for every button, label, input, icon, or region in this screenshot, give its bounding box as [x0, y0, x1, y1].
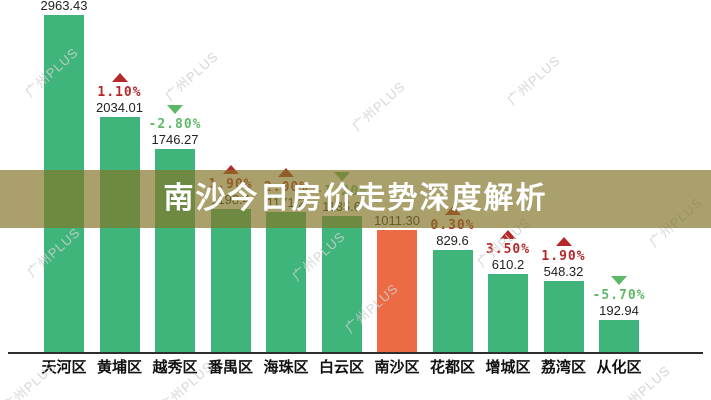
bar	[321, 216, 362, 352]
x-axis-label: 南沙区	[374, 359, 420, 376]
x-axis-label: 增城区	[485, 359, 531, 376]
x-axis-label: 番禺区	[207, 359, 253, 376]
x-axis-label: 天河区	[41, 359, 87, 376]
bar	[99, 117, 140, 352]
bar-value-label: 2963.43	[40, 0, 88, 13]
title-overlay: 南沙今日房价走势深度解析	[0, 170, 711, 228]
bar	[599, 320, 639, 352]
bar-value-label: 829.6	[436, 233, 469, 248]
x-axis-label: 白云区	[318, 359, 364, 376]
bar	[488, 274, 528, 352]
watermark: 广州PLUS	[0, 358, 60, 400]
watermark: 广州PLUS	[504, 52, 564, 108]
bar-value-label: 192.94	[599, 303, 639, 318]
bar	[543, 281, 584, 352]
bar-value-label: 1746.27	[151, 132, 199, 147]
bar	[377, 230, 417, 352]
bar-value-label: 610.2	[491, 257, 525, 272]
x-axis-label: 荔湾区	[540, 359, 586, 376]
x-axis-label: 海珠区	[263, 359, 309, 376]
change-arrow-up-icon	[111, 73, 128, 82]
x-axis-label: 花都区	[429, 359, 475, 376]
change-arrow-down-icon	[167, 105, 183, 114]
page-title: 南沙今日房价走势深度解析	[163, 182, 548, 215]
change-arrow-up-icon	[500, 230, 516, 239]
bar-change-label: 1.90%	[541, 249, 586, 264]
watermark: 广州PLUS	[349, 78, 409, 134]
x-axis-label: 越秀区	[152, 359, 198, 376]
bar-value-label: 548.32	[543, 264, 584, 279]
bar-change-label: -5.70%	[592, 288, 646, 303]
bar-change-label: -2.80%	[148, 117, 202, 132]
bar	[432, 250, 473, 352]
bar	[210, 209, 251, 352]
x-axis-label: 从化区	[596, 359, 642, 376]
x-axis-line	[8, 352, 703, 354]
watermark: 广州PLUS	[162, 48, 222, 104]
bar-change-label: 1.10%	[97, 85, 142, 100]
change-arrow-down-icon	[611, 276, 627, 285]
change-arrow-up-icon	[555, 237, 572, 246]
x-axis-label: 黄埔区	[96, 359, 142, 376]
bar	[266, 212, 306, 352]
bar-change-label: 3.50%	[485, 242, 531, 257]
bar-value-label: 2034.01	[96, 100, 143, 115]
change-arrow-up-icon	[222, 165, 239, 174]
